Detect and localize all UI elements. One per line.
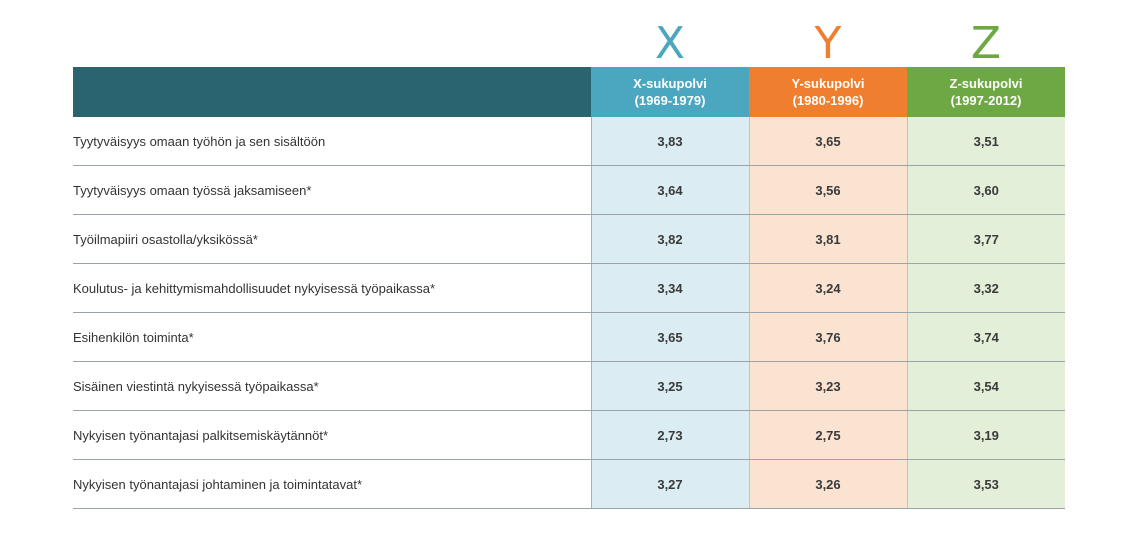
value-cell-z: 3,53 — [906, 459, 1065, 509]
row-label: Esihenkilön toiminta* — [73, 312, 591, 362]
row-label: Nykyisen työnantajasi johtaminen ja toim… — [73, 459, 591, 509]
value-cell-y: 3,81 — [748, 214, 907, 264]
table-body: Tyytyväisyys omaan työhön ja sen sisältö… — [73, 117, 1065, 509]
generation-letter-z: Z — [970, 18, 1002, 69]
generation-letter-x: X — [654, 18, 686, 69]
value-cell-y: 3,24 — [748, 263, 907, 313]
value-cell-x: 3,83 — [590, 117, 749, 166]
row-label: Tyytyväisyys omaan työhön ja sen sisältö… — [73, 117, 591, 166]
value-cell-x: 3,27 — [590, 459, 749, 509]
value-cell-z: 3,19 — [906, 410, 1065, 460]
row-label: Tyytyväisyys omaan työssä jaksamiseen* — [73, 165, 591, 215]
value-cell-y: 3,65 — [748, 117, 907, 166]
value-cell-x: 2,73 — [590, 410, 749, 460]
value-cell-y: 3,56 — [748, 165, 907, 215]
table-row: Nykyisen työnantajasi palkitsemiskäytänn… — [73, 410, 1065, 460]
header-corner — [73, 67, 591, 117]
column-header-years: (1980-1996) — [792, 93, 864, 108]
row-label: Nykyisen työnantajasi palkitsemiskäytänn… — [73, 410, 591, 460]
value-cell-z: 3,77 — [906, 214, 1065, 264]
table-row: Työilmapiiri osastolla/yksikössä* 3,82 3,8… — [73, 214, 1065, 264]
table-header-row: X-sukupolvi (1969-1979) Y-sukupolvi (1980-1… — [73, 67, 1065, 117]
value-cell-y: 2,75 — [748, 410, 907, 460]
table-row: Nykyisen työnantajasi johtaminen ja toim… — [73, 459, 1065, 509]
value-cell-z: 3,60 — [906, 165, 1065, 215]
value-cell-z: 3,32 — [906, 263, 1065, 313]
value-cell-x: 3,65 — [590, 312, 749, 362]
column-header-z: Z-sukupolvi (1997-2012) — [907, 67, 1065, 117]
table-row: Tyytyväisyys omaan työssä jaksamiseen* 3,… — [73, 165, 1065, 215]
table-row: Esihenkilön toiminta* 3,65 3,76 3,74 — [73, 312, 1065, 362]
value-cell-y: 3,26 — [748, 459, 907, 509]
value-cell-z: 3,54 — [906, 361, 1065, 411]
column-header-y: Y-sukupolvi (1980-1996) — [749, 67, 907, 117]
value-cell-x: 3,25 — [590, 361, 749, 411]
column-header-name: X-sukupolvi — [633, 76, 707, 91]
row-label: Koulutus- ja kehittymismahdollisuudet ny… — [73, 263, 591, 313]
value-cell-y: 3,23 — [748, 361, 907, 411]
results-table: X-sukupolvi (1969-1979) Y-sukupolvi (1980-1… — [73, 67, 1065, 509]
column-header-years: (1997-2012) — [950, 93, 1022, 108]
value-cell-x: 3,64 — [590, 165, 749, 215]
table-row: Koulutus- ja kehittymismahdollisuudet ny… — [73, 263, 1065, 313]
row-label: Sisäinen viestintä nykyisessä työpaikass… — [73, 361, 591, 411]
value-cell-x: 3,34 — [590, 263, 749, 313]
column-header-name: Z-sukupolvi — [949, 76, 1023, 91]
column-header-years: (1969-1979) — [634, 93, 706, 108]
generation-letter-y: Y — [814, 18, 842, 69]
column-header-x: X-sukupolvi (1969-1979) — [591, 67, 749, 117]
column-header-name: Y-sukupolvi — [791, 76, 865, 91]
generation-letters: X Y Z — [591, 18, 1065, 70]
value-cell-z: 3,74 — [906, 312, 1065, 362]
row-label: Työilmapiiri osastolla/yksikössä* — [73, 214, 591, 264]
value-cell-x: 3,82 — [590, 214, 749, 264]
table-row: Tyytyväisyys omaan työhön ja sen sisältö… — [73, 117, 1065, 166]
value-cell-z: 3,51 — [906, 117, 1065, 166]
table-row: Sisäinen viestintä nykyisessä työpaikass… — [73, 361, 1065, 411]
value-cell-y: 3,76 — [748, 312, 907, 362]
